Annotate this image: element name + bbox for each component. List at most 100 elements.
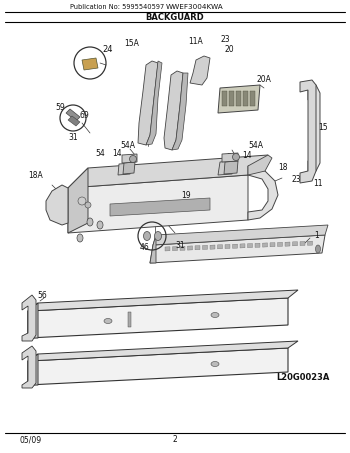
Polygon shape: [250, 91, 255, 106]
Polygon shape: [28, 298, 288, 338]
Polygon shape: [248, 166, 278, 220]
Polygon shape: [28, 354, 38, 385]
Ellipse shape: [104, 318, 112, 323]
Polygon shape: [229, 91, 234, 106]
Text: 11: 11: [313, 178, 323, 188]
Polygon shape: [28, 303, 38, 338]
Ellipse shape: [154, 231, 161, 241]
Polygon shape: [224, 161, 238, 174]
Polygon shape: [150, 235, 156, 263]
Text: 46: 46: [140, 244, 150, 252]
Polygon shape: [247, 244, 252, 248]
Text: 69: 69: [79, 111, 89, 120]
Text: 1: 1: [315, 231, 319, 240]
Polygon shape: [225, 245, 230, 249]
Text: Publication No: 5995540597: Publication No: 5995540597: [70, 4, 164, 10]
Text: 54A: 54A: [248, 140, 264, 149]
Polygon shape: [28, 290, 298, 311]
Polygon shape: [236, 91, 241, 106]
Text: 23: 23: [291, 175, 301, 184]
Polygon shape: [293, 242, 297, 246]
Text: 59: 59: [55, 102, 65, 111]
Polygon shape: [123, 162, 135, 174]
Polygon shape: [285, 242, 290, 246]
Polygon shape: [270, 243, 275, 247]
Polygon shape: [217, 245, 223, 249]
Text: 18: 18: [278, 164, 288, 173]
Polygon shape: [248, 155, 272, 175]
Ellipse shape: [77, 234, 83, 242]
Polygon shape: [240, 244, 245, 248]
Text: 2: 2: [173, 435, 177, 444]
Text: 54A: 54A: [120, 140, 135, 149]
Polygon shape: [300, 241, 305, 246]
Polygon shape: [28, 341, 298, 361]
Polygon shape: [188, 246, 193, 250]
Text: 23: 23: [220, 34, 230, 43]
Ellipse shape: [211, 361, 219, 366]
Text: 19: 19: [181, 191, 191, 199]
Polygon shape: [68, 116, 80, 126]
Circle shape: [78, 197, 86, 205]
Polygon shape: [146, 61, 162, 145]
Ellipse shape: [97, 221, 103, 229]
Text: 54: 54: [95, 149, 105, 158]
Ellipse shape: [211, 313, 219, 318]
Polygon shape: [278, 242, 282, 246]
Polygon shape: [68, 155, 268, 188]
Polygon shape: [222, 91, 227, 106]
Polygon shape: [203, 246, 208, 250]
Polygon shape: [28, 348, 288, 385]
Text: 15A: 15A: [125, 39, 139, 48]
Circle shape: [85, 202, 91, 208]
Polygon shape: [68, 168, 88, 233]
Polygon shape: [128, 312, 131, 327]
Polygon shape: [195, 246, 200, 250]
Text: 31: 31: [175, 241, 185, 251]
Ellipse shape: [144, 231, 150, 241]
Circle shape: [130, 155, 136, 163]
Polygon shape: [232, 244, 238, 248]
Text: 11A: 11A: [189, 37, 203, 45]
Text: L20G0023A: L20G0023A: [276, 374, 330, 382]
Polygon shape: [308, 241, 313, 246]
Polygon shape: [122, 154, 137, 163]
Ellipse shape: [315, 245, 321, 253]
Polygon shape: [150, 235, 325, 263]
Polygon shape: [46, 185, 68, 225]
Polygon shape: [172, 73, 188, 150]
Polygon shape: [190, 56, 210, 85]
Text: BACKGUARD: BACKGUARD: [146, 13, 204, 21]
Polygon shape: [180, 246, 185, 251]
Polygon shape: [308, 85, 320, 171]
Polygon shape: [210, 245, 215, 249]
Polygon shape: [110, 198, 210, 216]
Text: 05/09: 05/09: [20, 435, 42, 444]
Text: 24: 24: [103, 44, 113, 53]
Text: 14: 14: [242, 151, 252, 160]
Text: 20A: 20A: [257, 76, 272, 85]
Polygon shape: [138, 61, 158, 145]
Polygon shape: [243, 91, 248, 106]
Polygon shape: [262, 243, 267, 247]
Ellipse shape: [87, 218, 93, 226]
Polygon shape: [218, 85, 260, 113]
Polygon shape: [82, 58, 98, 70]
Text: 54: 54: [226, 154, 236, 163]
Polygon shape: [165, 247, 170, 251]
Polygon shape: [222, 153, 238, 162]
Polygon shape: [218, 161, 234, 175]
Polygon shape: [22, 295, 36, 341]
Circle shape: [232, 154, 239, 160]
Polygon shape: [164, 71, 183, 150]
Polygon shape: [173, 246, 177, 251]
Polygon shape: [153, 225, 328, 245]
Text: WWEF3004KWA: WWEF3004KWA: [166, 4, 224, 10]
Text: 31: 31: [68, 134, 78, 143]
Polygon shape: [300, 80, 316, 183]
Polygon shape: [118, 163, 131, 175]
Polygon shape: [68, 175, 248, 233]
Text: 20: 20: [224, 45, 234, 54]
Polygon shape: [66, 109, 80, 121]
Text: 18A: 18A: [29, 172, 43, 180]
